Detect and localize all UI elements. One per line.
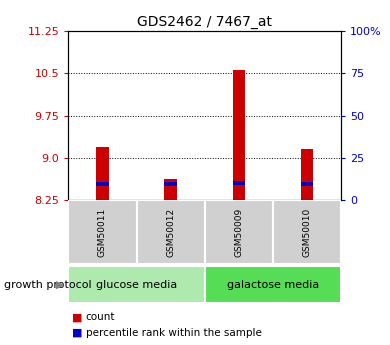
Bar	[68, 266, 205, 303]
Text: GSM50009: GSM50009	[234, 207, 243, 257]
Bar	[301, 183, 313, 186]
Text: galactose media: galactose media	[227, 280, 319, 289]
Text: GSM50011: GSM50011	[98, 207, 107, 257]
Bar	[165, 183, 177, 186]
Bar	[273, 200, 341, 264]
Bar	[233, 181, 245, 185]
Bar	[165, 179, 177, 200]
Bar	[96, 147, 108, 200]
Text: ■: ■	[72, 313, 83, 322]
Bar	[96, 183, 108, 186]
Text: ▶: ▶	[56, 280, 65, 289]
Text: GSM50010: GSM50010	[303, 207, 312, 257]
Text: ■: ■	[72, 328, 83, 338]
Bar	[136, 200, 205, 264]
Text: percentile rank within the sample: percentile rank within the sample	[86, 328, 262, 338]
Text: growth protocol: growth protocol	[4, 280, 92, 289]
Bar	[205, 200, 273, 264]
Text: glucose media: glucose media	[96, 280, 177, 289]
Bar	[205, 266, 341, 303]
Title: GDS2462 / 7467_at: GDS2462 / 7467_at	[137, 14, 272, 29]
Text: GSM50012: GSM50012	[166, 207, 175, 257]
Bar	[68, 200, 136, 264]
Bar	[301, 149, 313, 200]
Bar	[233, 70, 245, 200]
Text: count: count	[86, 313, 115, 322]
